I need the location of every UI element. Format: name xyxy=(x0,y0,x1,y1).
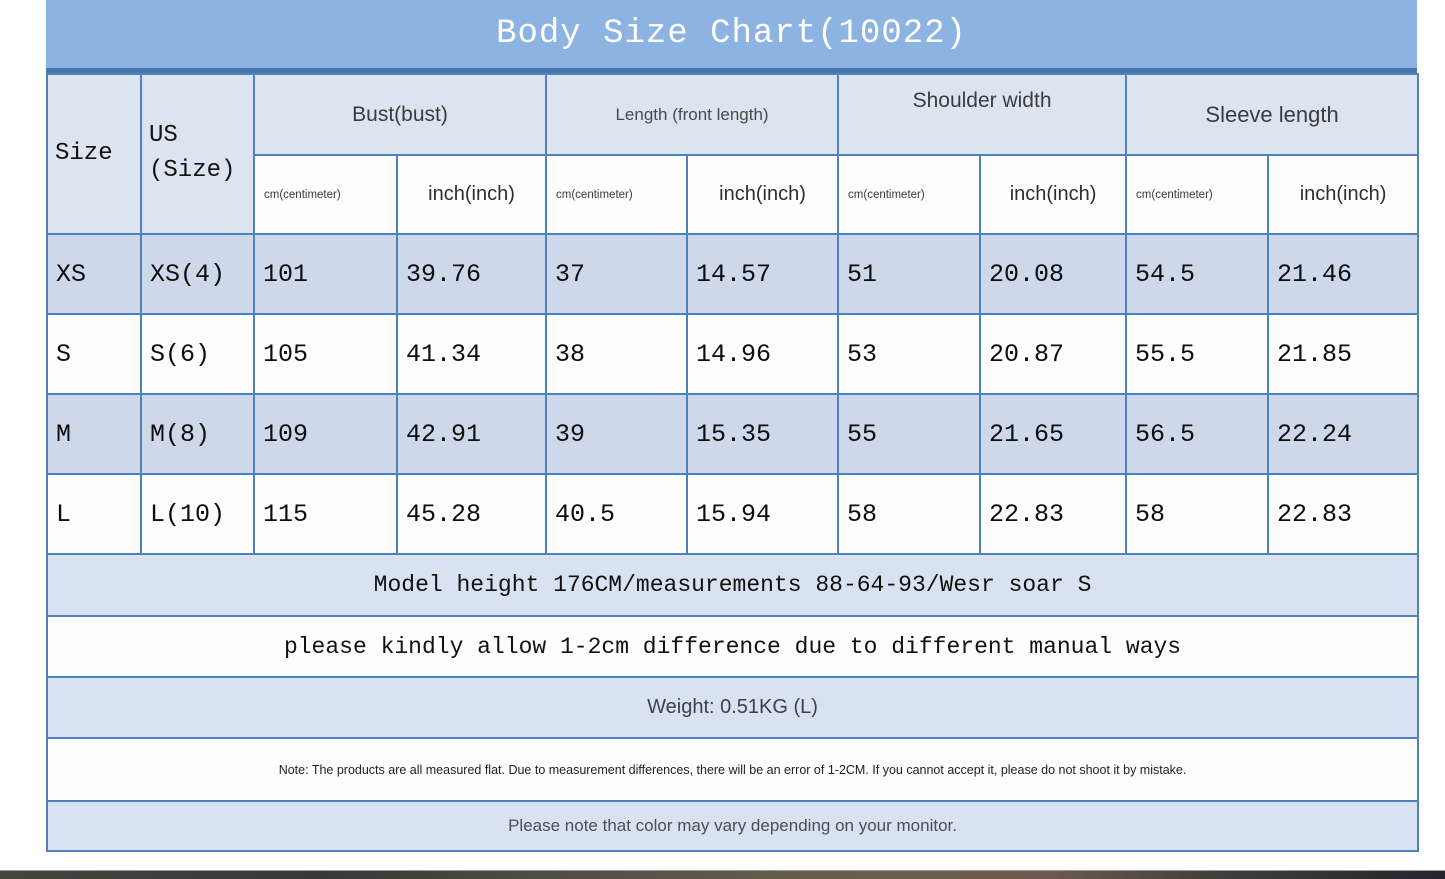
value-cell: 15.35 xyxy=(686,393,840,475)
value-cell: 22.83 xyxy=(979,473,1128,555)
size-chart-sheet: Body Size Chart(10022) Size US (Size) Bu… xyxy=(45,0,1420,852)
value-cell: 58 xyxy=(1125,473,1270,555)
us-cell: L(10) xyxy=(140,473,255,555)
col-header-size: Size xyxy=(46,73,142,235)
unit-header-bust-inch: inch(inch) xyxy=(395,154,548,235)
weight-text: Weight: 0.51KG (L) xyxy=(45,676,1420,739)
col-group-shoulder-width: Shoulder width xyxy=(837,73,1128,156)
page-title: Body Size Chart(10022) xyxy=(496,15,967,53)
value-cell: 14.96 xyxy=(686,313,840,395)
table-row-xs: XS XS(4) 101 39.76 37 14.57 51 20.08 54.… xyxy=(46,233,1420,315)
monitor-note-row: Please note that color may vary dependin… xyxy=(45,800,1420,852)
unit-header-shoulder-cm: cm(centimeter) xyxy=(837,154,982,235)
value-cell: 21.65 xyxy=(979,393,1128,475)
table-row-m: M M(8) 109 42.91 39 15.35 55 21.65 56.5 … xyxy=(46,393,1420,475)
value-cell: 45.28 xyxy=(395,473,548,555)
table-row-l: L L(10) 115 45.28 40.5 15.94 58 22.83 58… xyxy=(46,473,1420,555)
value-cell: 38 xyxy=(545,313,689,395)
us-cell: M(8) xyxy=(140,393,255,475)
value-cell: 56.5 xyxy=(1125,393,1270,475)
next-photo-edge-strip xyxy=(0,870,1445,879)
value-cell: 55.5 xyxy=(1125,313,1270,395)
value-cell: 39.76 xyxy=(395,233,548,315)
value-cell: 37 xyxy=(545,233,689,315)
weight-row: Weight: 0.51KG (L) xyxy=(45,676,1420,739)
value-cell: 21.85 xyxy=(1267,313,1420,395)
value-cell: 40.5 xyxy=(545,473,689,555)
value-cell: 41.34 xyxy=(395,313,548,395)
measurement-note-text: Note: The products are all measured flat… xyxy=(45,737,1420,802)
value-cell: 42.91 xyxy=(395,393,548,475)
value-cell: 39 xyxy=(545,393,689,475)
us-cell: S(6) xyxy=(140,313,255,395)
unit-header-bust-cm: cm(centimeter) xyxy=(253,154,398,235)
unit-header-length-cm: cm(centimeter) xyxy=(545,154,689,235)
value-cell: 58 xyxy=(837,473,982,555)
unit-header-sleeve-inch: inch(inch) xyxy=(1267,154,1420,235)
measurement-note-row: Note: The products are all measured flat… xyxy=(45,737,1420,802)
monitor-note-text: Please note that color may vary dependin… xyxy=(45,800,1420,852)
col-group-length: Length (front length) xyxy=(545,73,840,156)
title-bar: Body Size Chart(10022) xyxy=(46,0,1417,73)
value-cell: 22.24 xyxy=(1267,393,1420,475)
unit-header-row: cm(centimeter) inch(inch) cm(centimeter)… xyxy=(47,154,1420,235)
value-cell: 54.5 xyxy=(1125,233,1270,315)
size-cell: XS xyxy=(46,233,142,315)
value-cell: 51 xyxy=(837,233,982,315)
table-row-s: S S(6) 105 41.34 38 14.96 53 20.87 55.5 … xyxy=(46,313,1420,395)
model-info-text: Model height 176CM/measurements 88-64-93… xyxy=(45,553,1420,617)
unit-header-sleeve-cm: cm(centimeter) xyxy=(1125,154,1270,235)
value-cell: 115 xyxy=(253,473,398,555)
us-cell: XS(4) xyxy=(140,233,255,315)
value-cell: 14.57 xyxy=(686,233,840,315)
size-chart-table: Size US (Size) Bust(bust) Length (front … xyxy=(45,73,1420,852)
value-cell: 101 xyxy=(253,233,398,315)
size-cell: L xyxy=(46,473,142,555)
allowance-row: please kindly allow 1-2cm difference due… xyxy=(45,615,1420,678)
value-cell: 22.83 xyxy=(1267,473,1420,555)
value-cell: 105 xyxy=(253,313,398,395)
us-header-line1: US xyxy=(149,122,178,150)
unit-header-length-inch: inch(inch) xyxy=(686,154,840,235)
value-cell: 55 xyxy=(837,393,982,475)
group-header-row: Size US (Size) Bust(bust) Length (front … xyxy=(46,73,1420,235)
value-cell: 15.94 xyxy=(686,473,840,555)
value-cell: 109 xyxy=(253,393,398,475)
size-cell: M xyxy=(46,393,142,475)
col-group-bust: Bust(bust) xyxy=(252,73,548,156)
col-group-sleeve-length: Sleeve length xyxy=(1125,73,1420,156)
size-cell: S xyxy=(46,313,142,395)
col-header-us-size: US (Size) xyxy=(140,73,255,235)
value-cell: 53 xyxy=(837,313,982,395)
model-info-row: Model height 176CM/measurements 88-64-93… xyxy=(45,553,1420,617)
us-header-line2: (Size) xyxy=(149,157,236,184)
value-cell: 20.08 xyxy=(979,233,1128,315)
value-cell: 21.46 xyxy=(1267,233,1420,315)
value-cell: 20.87 xyxy=(979,313,1128,395)
allowance-text: please kindly allow 1-2cm difference due… xyxy=(45,615,1420,678)
unit-header-shoulder-inch: inch(inch) xyxy=(979,154,1128,235)
